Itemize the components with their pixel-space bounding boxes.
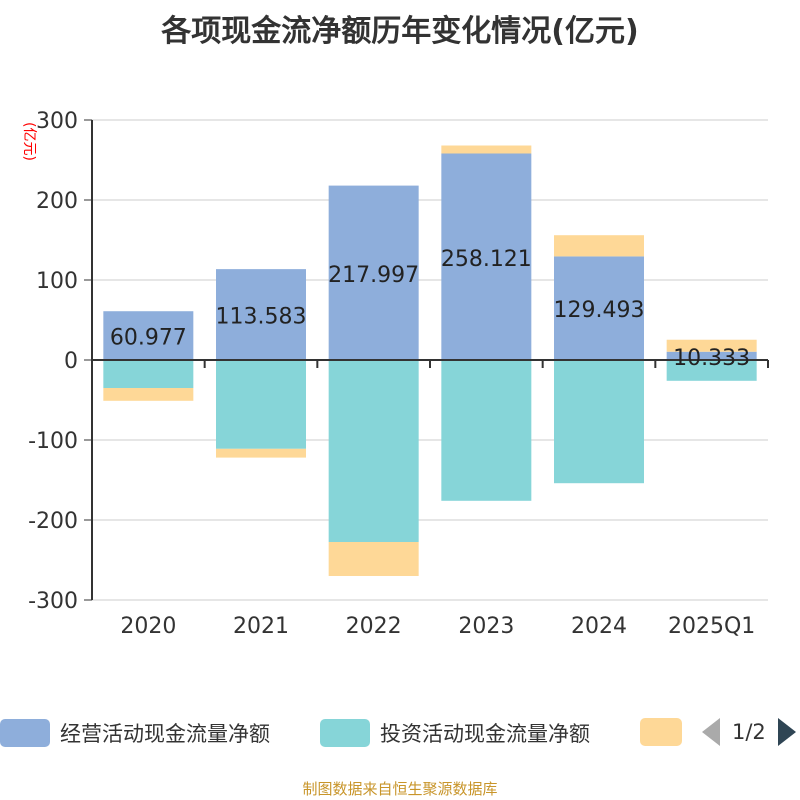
legend-swatch xyxy=(640,718,682,746)
x-tick-label: 2023 xyxy=(458,614,514,639)
bar-2 xyxy=(103,388,194,401)
x-tick-label: 2025Q1 xyxy=(668,614,755,639)
data-label: 60.977 xyxy=(110,326,187,351)
bar-0 xyxy=(328,185,419,360)
bar-1 xyxy=(666,360,757,381)
data-label: 113.583 xyxy=(216,305,307,330)
y-tick-label: 100 xyxy=(36,269,78,294)
next-page-icon[interactable] xyxy=(777,718,796,746)
y-tick-label: 200 xyxy=(36,189,78,214)
x-tick-label: 2022 xyxy=(346,614,402,639)
x-tick-label: 2020 xyxy=(120,614,176,639)
x-tick-label: 2024 xyxy=(571,614,627,639)
bar-0 xyxy=(441,153,532,360)
bar-1 xyxy=(216,360,306,449)
legend-item-third[interactable] xyxy=(640,718,692,746)
bar-0 xyxy=(103,311,194,360)
bar-1 xyxy=(103,360,194,388)
bar-2 xyxy=(441,145,532,154)
legend-swatch xyxy=(320,719,370,747)
bar-1 xyxy=(328,360,419,542)
bar-chart: 300 200 100 0 -100 -200 -300 2020 2021 2022 2023 20… xyxy=(28,109,769,639)
data-label: 129.493 xyxy=(554,298,645,323)
legend-label: 投资活动现金流量净额 xyxy=(380,722,590,746)
legend-page: 1/2 xyxy=(732,720,766,744)
bar-2 xyxy=(554,235,644,257)
y-tick-label: -100 xyxy=(28,429,78,454)
data-label: 217.997 xyxy=(328,263,419,288)
legend-swatch xyxy=(0,719,50,747)
legend-pager: 1/2 xyxy=(700,718,796,746)
prev-page-icon[interactable] xyxy=(702,718,720,746)
bar-1 xyxy=(441,360,532,501)
chart-title: 各项现金流净额历年变化情况(亿元) xyxy=(161,14,639,49)
bar-0 xyxy=(554,256,644,360)
bar-0 xyxy=(666,351,757,360)
bar-2 xyxy=(328,542,419,576)
y-tick-label: -200 xyxy=(28,509,78,534)
y-tick-label: -300 xyxy=(28,589,78,614)
legend-item-operating[interactable]: 经营活动现金流量净额 xyxy=(0,718,270,748)
x-tick-label: 2021 xyxy=(233,614,289,639)
legend-label: 经营活动现金流量净额 xyxy=(60,722,270,746)
legend-item-investing[interactable]: 投资活动现金流量净额 xyxy=(320,718,590,748)
y-tick-label: 0 xyxy=(64,349,78,374)
data-label: 10.333 xyxy=(673,346,750,371)
bar-1 xyxy=(554,360,644,484)
source-note: 制图数据来自恒生聚源数据库 xyxy=(302,780,498,798)
y-tick-label: 300 xyxy=(36,109,78,134)
bar-2 xyxy=(666,339,757,352)
data-label: 258.121 xyxy=(441,247,532,272)
bar-2 xyxy=(216,448,306,458)
bar-0 xyxy=(216,269,306,360)
